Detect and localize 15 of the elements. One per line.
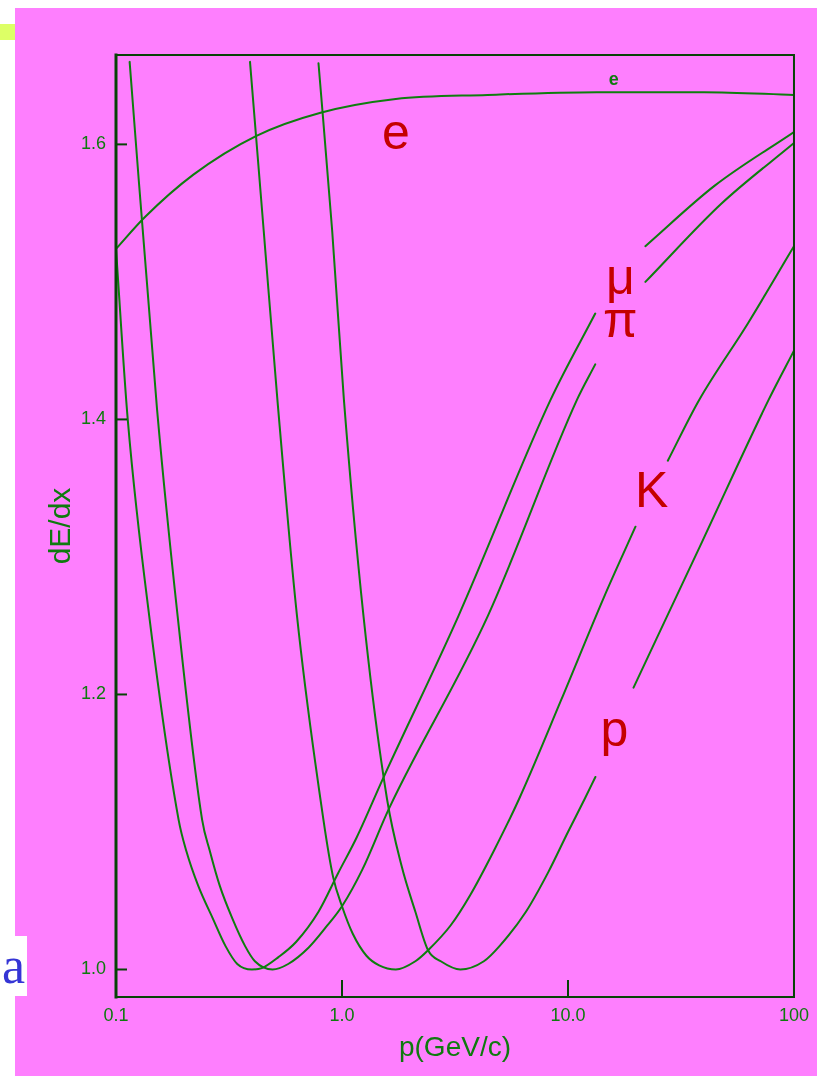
y-tick-label: 1.2: [80, 683, 106, 704]
x-tick-label: 1.0: [329, 1004, 355, 1025]
annotation: e: [608, 68, 619, 89]
x-axis-title: p(GeV/c): [398, 1030, 512, 1062]
series-label: e: [381, 103, 410, 160]
series-label: K: [634, 462, 669, 519]
text: a: [0, 936, 28, 996]
y-tick-label: 1.6: [80, 133, 106, 154]
y-tick-label: 1.0: [80, 958, 106, 979]
x-tick-label: 100: [778, 1004, 810, 1025]
series-label: p: [600, 701, 629, 758]
x-tick-label: 0.1: [103, 1004, 129, 1025]
y-axis-title: dE/dx: [43, 487, 77, 565]
x-tick-label: 10.0: [550, 1004, 586, 1025]
y-tick-label: 1.4: [80, 408, 106, 429]
